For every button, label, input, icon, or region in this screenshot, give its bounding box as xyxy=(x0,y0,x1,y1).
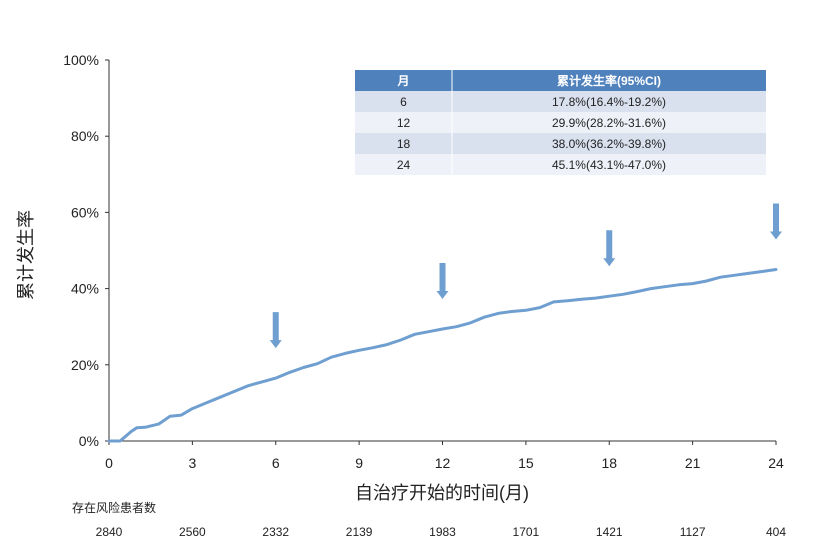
y-tick-label: 0% xyxy=(79,433,99,449)
risk-table-values: 2840 2560 2332 2139 1983 1701 1421 1127 404 xyxy=(96,525,787,539)
marker-arrows xyxy=(269,203,782,349)
table-header-bg xyxy=(355,70,766,91)
marker-arrow xyxy=(603,230,616,267)
x-tick-label: 21 xyxy=(685,455,701,471)
risk-value: 2840 xyxy=(96,525,123,539)
risk-value: 1421 xyxy=(596,525,623,539)
y-tick-label: 40% xyxy=(71,281,99,297)
x-tick-label: 18 xyxy=(601,455,617,471)
x-tick-label: 24 xyxy=(768,455,784,471)
x-tick-label: 15 xyxy=(518,455,534,471)
series-line-0 xyxy=(107,268,778,443)
x-axis-label: 自治疗开始的时间(月) xyxy=(355,483,529,503)
table-header-month: 月 xyxy=(396,74,409,88)
risk-value: 2139 xyxy=(346,525,373,539)
risk-value: 404 xyxy=(766,525,786,539)
risk-value: 1701 xyxy=(513,525,540,539)
y-tick-label: 60% xyxy=(71,204,99,220)
marker-arrow xyxy=(269,312,282,349)
table-row-bg xyxy=(355,91,766,112)
risk-value: 2560 xyxy=(179,525,206,539)
incidence-table: 月 累计发生率(95%CI) 6 17.8%(16.4%-19.2%) 12 29.9%(… xyxy=(355,70,766,175)
x-tick-label: 0 xyxy=(105,455,113,471)
table-row-bg xyxy=(355,154,766,175)
series-group xyxy=(107,268,778,443)
marker-arrow xyxy=(770,203,782,240)
marker-arrow xyxy=(436,262,449,299)
y-tick-label: 100% xyxy=(63,52,99,68)
table-cell-month: 6 xyxy=(400,95,407,109)
table-cell-month: 12 xyxy=(397,116,411,130)
x-tick-label: 6 xyxy=(272,455,280,471)
y-tick-label: 20% xyxy=(71,357,99,373)
table-row-bg xyxy=(355,133,766,154)
table-cell-month: 18 xyxy=(397,137,411,151)
table-cell-rate: 29.9%(28.2%-31.6%) xyxy=(552,116,666,130)
x-tick-label: 3 xyxy=(188,455,196,471)
table-row-bg xyxy=(355,112,766,133)
y-axis-label: 累计发生率 xyxy=(16,210,36,300)
x-tick-label: 12 xyxy=(435,455,451,471)
table-cell-rate: 17.8%(16.4%-19.2%) xyxy=(552,95,666,109)
table-cell-rate: 38.0%(36.2%-39.8%) xyxy=(552,137,666,151)
table-cell-rate: 45.1%(43.1%-47.0%) xyxy=(552,158,666,172)
table-cell-month: 24 xyxy=(397,158,411,172)
x-tick-label: 9 xyxy=(355,455,363,471)
risk-value: 1983 xyxy=(429,525,456,539)
table-header-rate: 累计发生率(95%CI) xyxy=(557,73,661,88)
x-tick-labels: 0 3 6 9 12 15 18 21 24 xyxy=(105,441,784,471)
risk-table-label: 存在风险患者数 xyxy=(72,500,156,515)
risk-value: 1127 xyxy=(680,525,706,539)
y-tick-labels: 0% 20% 40% 60% 80% 100% xyxy=(63,52,109,449)
y-tick-label: 80% xyxy=(71,128,99,144)
risk-value: 2332 xyxy=(262,525,289,539)
